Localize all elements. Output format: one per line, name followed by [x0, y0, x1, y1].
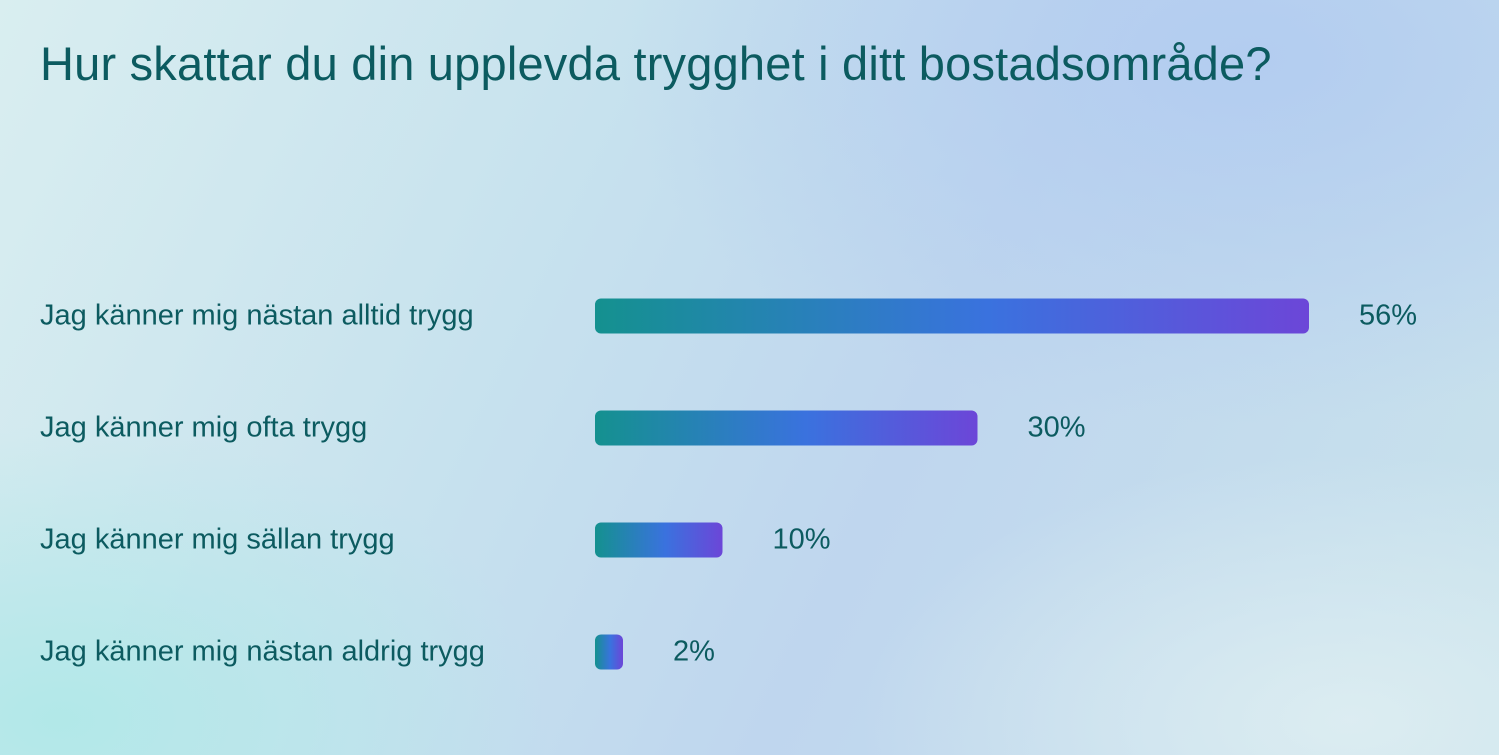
bar	[595, 410, 978, 446]
value-label: 2%	[673, 636, 715, 668]
category-label: Jag känner mig ofta trygg	[40, 412, 367, 444]
category-label: Jag känner mig nästan aldrig trygg	[40, 636, 485, 668]
category-label: Jag känner mig nästan alltid trygg	[40, 300, 474, 332]
bar	[595, 522, 723, 558]
category-label: Jag känner mig sällan trygg	[40, 524, 395, 556]
value-label: 56%	[1359, 300, 1417, 332]
bar	[595, 298, 1309, 334]
bar	[595, 634, 623, 670]
value-label: 30%	[1028, 412, 1086, 444]
chart-title: Hur skattar du din upplevda trygghet i d…	[40, 37, 1272, 90]
value-label: 10%	[773, 524, 831, 556]
